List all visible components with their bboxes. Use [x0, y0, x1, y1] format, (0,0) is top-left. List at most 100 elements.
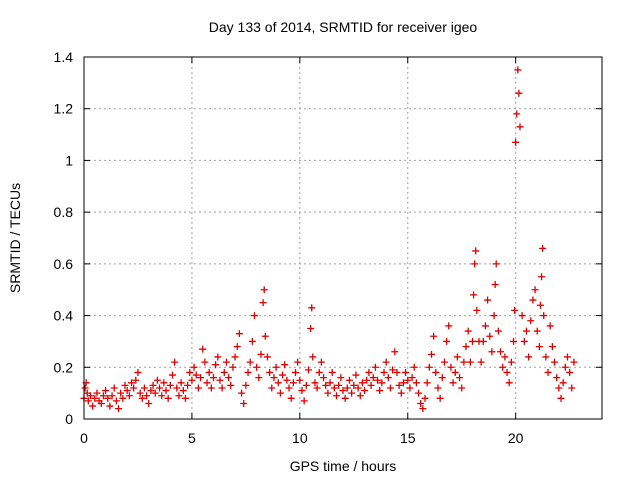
data-point-marker — [227, 381, 235, 389]
data-point-marker — [93, 389, 101, 397]
data-point-marker — [125, 392, 133, 400]
data-point-marker — [287, 394, 295, 402]
data-point-marker — [469, 337, 476, 345]
data-point-marker — [451, 368, 459, 376]
data-point-marker — [216, 376, 224, 384]
data-point-marker — [488, 348, 496, 356]
data-point-marker — [302, 381, 310, 389]
data-point-marker — [486, 332, 494, 340]
data-point-marker — [395, 381, 403, 389]
data-point-marker — [367, 381, 375, 389]
data-point-marker — [147, 387, 155, 395]
data-point-marker — [371, 363, 379, 371]
data-point-marker — [268, 384, 276, 392]
data-point-marker — [481, 322, 489, 330]
y-tick-label: 0.8 — [54, 204, 74, 220]
data-point-marker — [164, 394, 172, 402]
data-point-marker — [177, 379, 185, 387]
data-point-marker — [378, 379, 386, 387]
chart-title: Day 133 of 2014, SRMTID for receiver ige… — [209, 19, 478, 35]
data-point-marker — [512, 138, 520, 146]
data-point-marker — [443, 337, 451, 345]
data-point-marker — [551, 358, 559, 366]
data-point-marker — [341, 394, 349, 402]
y-tick-label: 1.2 — [54, 101, 74, 117]
data-point-marker — [214, 353, 222, 361]
y-axis-label: SRMTID / TECUs — [7, 183, 23, 293]
data-point-marker — [315, 368, 323, 376]
data-point-marker — [205, 368, 213, 376]
data-point-marker — [199, 345, 207, 353]
data-point-marker — [81, 384, 89, 392]
data-point-marker — [477, 358, 485, 366]
data-point-marker — [536, 301, 544, 309]
data-point-marker — [358, 379, 366, 387]
data-point-marker — [260, 286, 268, 294]
data-point-marker — [330, 384, 338, 392]
data-point-marker — [328, 368, 336, 376]
data-point-marker — [497, 348, 505, 356]
data-point-marker — [393, 368, 401, 376]
data-point-marker — [449, 379, 457, 387]
data-point-marker — [309, 353, 317, 361]
data-point-marker — [391, 348, 399, 356]
data-point-marker — [408, 374, 416, 382]
data-point-marker — [557, 394, 565, 402]
data-point-marker — [97, 399, 105, 407]
y-tick-label: 0.6 — [54, 256, 74, 272]
data-point-marker — [447, 363, 455, 371]
data-point-marker — [296, 376, 304, 384]
data-point-marker — [507, 358, 515, 366]
data-point-marker — [149, 381, 157, 389]
data-point-marker — [136, 389, 144, 397]
data-point-marker — [430, 332, 438, 340]
data-point-marker — [570, 358, 578, 366]
data-point-marker — [538, 273, 546, 281]
data-point-marker — [389, 366, 397, 374]
data-point-marker — [548, 343, 556, 351]
data-point-marker — [382, 358, 390, 366]
data-point-marker — [162, 387, 170, 395]
data-point-marker — [233, 343, 241, 351]
x-tick-label: 5 — [188, 430, 196, 446]
data-point-marker — [402, 368, 410, 376]
data-point-marker — [255, 374, 263, 382]
data-point-marker — [337, 374, 345, 382]
data-point-marker — [324, 389, 332, 397]
data-point-marker — [520, 337, 528, 345]
data-point-marker — [415, 389, 423, 397]
data-point-marker — [566, 368, 574, 376]
data-point-marker — [313, 384, 321, 392]
data-point-marker — [119, 394, 127, 402]
data-point-marker — [470, 291, 478, 299]
data-point-marker — [276, 389, 284, 397]
data-point-marker — [410, 363, 418, 371]
data-point-marker — [89, 402, 97, 410]
y-tick-label: 0.4 — [54, 308, 74, 324]
data-point-marker — [104, 394, 112, 402]
data-point-marker — [123, 387, 131, 395]
data-point-marker — [201, 358, 209, 366]
data-point-marker — [397, 389, 405, 397]
data-point-marker — [259, 299, 267, 307]
data-point-marker — [112, 397, 120, 405]
data-point-marker — [513, 110, 521, 118]
data-point-marker — [499, 363, 507, 371]
data-point-marker — [363, 376, 371, 384]
y-tick-label: 1.4 — [54, 49, 74, 65]
data-point-marker — [158, 392, 166, 400]
data-point-marker — [279, 371, 287, 379]
y-tick-label: 0 — [65, 411, 73, 427]
data-point-marker — [298, 387, 306, 395]
data-point-marker — [212, 361, 220, 369]
data-point-marker — [350, 381, 358, 389]
data-point-marker — [516, 123, 524, 131]
data-point-marker — [186, 368, 194, 376]
data-point-marker — [533, 327, 541, 335]
data-point-marker — [140, 384, 148, 392]
data-point-marker — [514, 66, 522, 74]
data-point-marker — [440, 358, 448, 366]
data-point-marker — [317, 358, 325, 366]
data-point-marker — [304, 366, 312, 374]
